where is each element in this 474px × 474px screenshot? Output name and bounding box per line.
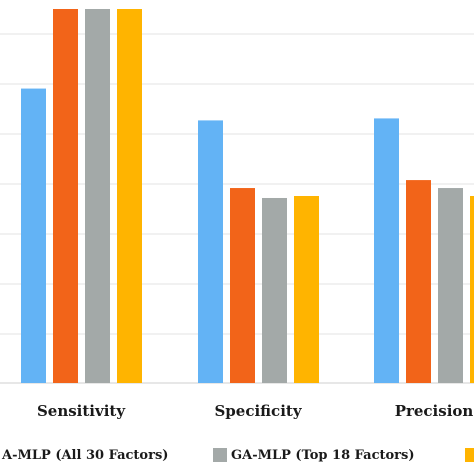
category-label-specificity: Specificity [214,402,302,420]
bar-sensitivity-series-3 [85,9,110,383]
bar-precision-series-4 [470,196,474,383]
bar-specificity-series-2 [230,188,255,383]
bar-sensitivity-series-4 [117,9,142,383]
bar-precision-series-3 [438,188,463,383]
bar-specificity-series-3 [262,197,287,383]
category-label-sensitivity: Sensitivity [37,402,126,420]
legend: A-MLP (All 30 Factors) GA-MLP (Top 18 Fa… [1,448,474,463]
legend-label-top-18: GA-MLP (Top 18 Factors) [231,448,415,463]
bars [21,9,474,384]
bar-sensitivity-series-2 [53,9,78,383]
bar-sensitivity-series-1 [21,88,46,384]
legend-swatch-partial [465,448,474,462]
bar-precision-series-2 [406,180,431,383]
bar-specificity-series-1 [198,120,223,383]
category-labels: Sensitivity Specificity Precision [37,402,473,420]
legend-label-all-30: A-MLP (All 30 Factors) [1,448,168,463]
category-label-precision: Precision [395,402,474,420]
bar-specificity-series-4 [294,196,319,383]
bar-precision-series-1 [374,118,399,384]
legend-swatch-top-18 [213,448,227,462]
